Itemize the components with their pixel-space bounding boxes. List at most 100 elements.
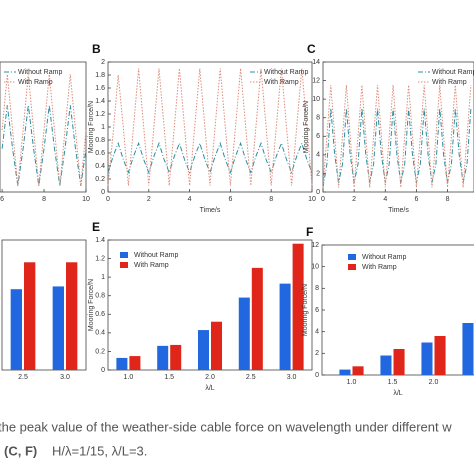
y-tick-label: 1.2 bbox=[95, 111, 105, 118]
y-tick-label: 2 bbox=[315, 350, 319, 357]
bar bbox=[238, 297, 250, 370]
y-tick-label: 2 bbox=[101, 59, 105, 66]
y-tick-label: 8 bbox=[316, 115, 320, 122]
bar bbox=[52, 286, 64, 370]
legend-label: With Ramp bbox=[134, 262, 169, 269]
y-axis-label: Mooring Force/N bbox=[88, 101, 95, 153]
bar bbox=[352, 366, 364, 375]
bar bbox=[66, 262, 78, 370]
x-tick-label: 2 bbox=[147, 196, 151, 203]
x-axis-label: Time/s bbox=[388, 207, 409, 214]
x-tick-label: 2.5 bbox=[246, 374, 256, 381]
y-tick-label: 1.2 bbox=[95, 255, 105, 262]
legend-label: With Ramp bbox=[18, 79, 53, 86]
bar bbox=[421, 342, 433, 375]
y-tick-label: 0 bbox=[316, 189, 320, 196]
bar bbox=[157, 345, 169, 370]
series-line bbox=[107, 141, 313, 175]
legend-swatch bbox=[348, 264, 356, 270]
y-tick-label: 0.6 bbox=[95, 311, 105, 318]
bar bbox=[197, 330, 209, 370]
legend-label: Without Ramp bbox=[264, 69, 308, 76]
y-tick-label: 1.8 bbox=[95, 72, 105, 79]
y-axis-label: Mooring Force/N bbox=[302, 284, 309, 336]
x-tick-label: 8 bbox=[42, 196, 46, 203]
plot-frame bbox=[322, 61, 474, 193]
x-tick-label: 4 bbox=[383, 196, 387, 203]
y-tick-label: 0.2 bbox=[95, 176, 105, 183]
y-tick-label: 2 bbox=[316, 170, 320, 177]
y-axis-label: Mooring Force/N bbox=[303, 101, 310, 153]
x-tick-label: 1.5 bbox=[164, 374, 174, 381]
x-tick-label: 2.0 bbox=[205, 374, 215, 381]
y-tick-label: 10 bbox=[311, 264, 319, 271]
x-tick-label: 4 bbox=[188, 196, 192, 203]
legend-label: Without Ramp bbox=[18, 69, 62, 76]
legend-label: With Ramp bbox=[432, 79, 467, 86]
x-axis-label: Time/s bbox=[200, 207, 221, 214]
bar bbox=[10, 289, 22, 370]
legend-label: Without Ramp bbox=[134, 252, 178, 259]
y-tick-label: 6 bbox=[315, 307, 319, 314]
bar bbox=[339, 369, 351, 375]
series-line bbox=[107, 68, 313, 186]
bar bbox=[393, 349, 405, 375]
bar bbox=[279, 283, 291, 370]
y-tick-label: 0.6 bbox=[95, 150, 105, 157]
x-tick-label: 1.0 bbox=[347, 379, 357, 386]
legend-label: With Ramp bbox=[362, 264, 397, 271]
bar bbox=[292, 243, 304, 370]
legend-swatch bbox=[348, 254, 356, 260]
y-tick-label: 4 bbox=[316, 152, 320, 159]
x-tick-label: 6 bbox=[414, 196, 418, 203]
x-tick-label: 8 bbox=[446, 196, 450, 203]
legend-swatch bbox=[120, 252, 128, 258]
bar bbox=[380, 355, 392, 375]
x-axis-label: λ/L bbox=[393, 390, 402, 397]
y-tick-label: 0.8 bbox=[95, 137, 105, 144]
series-line bbox=[322, 85, 472, 188]
y-tick-label: 6 bbox=[316, 133, 320, 140]
caption-line: the peak value of the weather-side cable… bbox=[0, 419, 452, 434]
bar bbox=[116, 357, 128, 370]
panel-label: E bbox=[92, 220, 100, 234]
series-line bbox=[322, 108, 472, 188]
y-tick-label: 12 bbox=[311, 242, 319, 249]
y-tick-label: 0 bbox=[101, 189, 105, 196]
panel-label: F bbox=[306, 225, 313, 239]
y-tick-label: 0 bbox=[101, 367, 105, 374]
x-tick-label: 6 bbox=[228, 196, 232, 203]
plot-frame bbox=[1, 239, 87, 371]
y-tick-label: 1 bbox=[101, 274, 105, 281]
y-tick-label: 12 bbox=[312, 77, 320, 84]
x-tick-label: 2 bbox=[352, 196, 356, 203]
panel-label: B bbox=[92, 42, 101, 56]
y-tick-label: 10 bbox=[312, 96, 320, 103]
y-tick-label: 0.2 bbox=[95, 348, 105, 355]
plot-frame bbox=[0, 61, 87, 193]
series-line bbox=[1, 105, 87, 186]
caption-line: H/λ=1/15, λ/L=3. bbox=[52, 443, 147, 458]
y-tick-label: 1.6 bbox=[95, 85, 105, 92]
x-tick-label: 0 bbox=[106, 196, 110, 203]
bar bbox=[170, 344, 182, 370]
y-tick-label: 0.8 bbox=[95, 293, 105, 300]
y-tick-label: 0.4 bbox=[95, 163, 105, 170]
x-tick-label: 2.0 bbox=[429, 379, 439, 386]
panel-label: C bbox=[307, 42, 316, 56]
bar bbox=[462, 323, 474, 375]
y-tick-label: 1.4 bbox=[95, 237, 105, 244]
x-tick-label: 6 bbox=[0, 196, 4, 203]
x-tick-label: 3.0 bbox=[287, 374, 297, 381]
y-tick-label: 0 bbox=[315, 372, 319, 379]
bar bbox=[211, 321, 223, 370]
x-tick-label: 2.5 bbox=[18, 374, 28, 381]
x-tick-label: 3.0 bbox=[60, 374, 70, 381]
series-line bbox=[1, 74, 87, 186]
bar bbox=[24, 262, 36, 370]
x-tick-label: 10 bbox=[308, 196, 316, 203]
legend-label: With Ramp bbox=[264, 79, 299, 86]
x-tick-label: 1.5 bbox=[388, 379, 398, 386]
plot-frame bbox=[107, 239, 313, 371]
